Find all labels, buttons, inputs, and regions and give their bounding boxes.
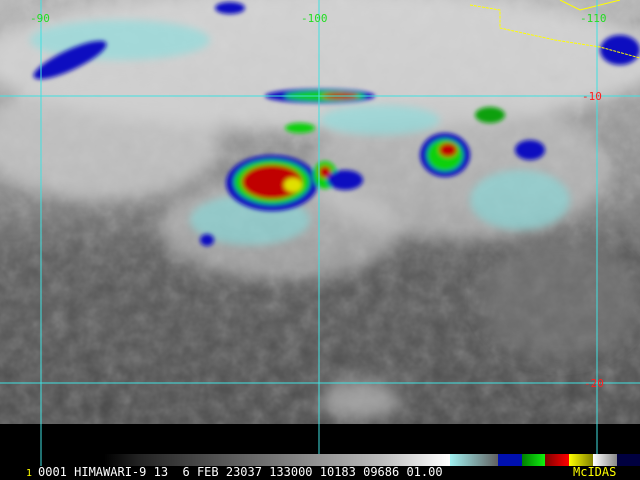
satellite-image (0, 0, 640, 424)
image-info-text: 0001 HIMAWARI-9 13 6 FEB 23037 133000 10… (38, 465, 443, 479)
mcidas-brand: McIDAS (573, 465, 617, 479)
color-scale-bar (104, 454, 640, 466)
lat-lon-grid (0, 0, 640, 424)
longitude-label: -90 (30, 12, 50, 25)
frame-number: 1 (26, 468, 33, 479)
latitude-label: -20 (584, 377, 604, 390)
latitude-label: -10 (582, 90, 602, 103)
longitude-label: -110 (580, 12, 607, 25)
convective-cells (33, 2, 640, 246)
longitude-label: -100 (301, 12, 328, 25)
coastline (559, 0, 621, 11)
coastline (469, 4, 640, 59)
